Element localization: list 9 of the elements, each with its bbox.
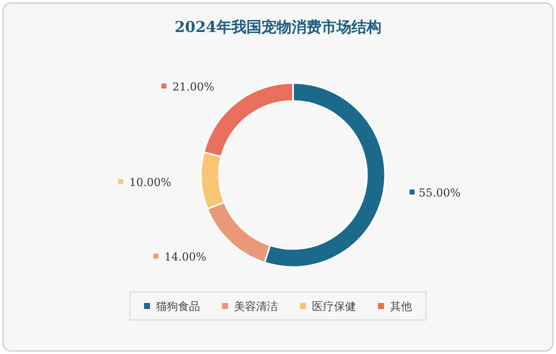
data-label: 14.00% (164, 250, 206, 264)
legend-label: 其他 (390, 300, 412, 313)
chart-title: 2024年我国宠物消费市场结构 (174, 18, 382, 36)
legend-label: 美容清洁 (234, 300, 278, 313)
legend-label: 猫狗食品 (156, 300, 200, 313)
data-label: 55.00% (418, 186, 461, 200)
data-label: 10.00% (129, 176, 172, 190)
legend-label: 医疗保健 (312, 300, 356, 313)
data-label: 21.00% (172, 80, 214, 94)
